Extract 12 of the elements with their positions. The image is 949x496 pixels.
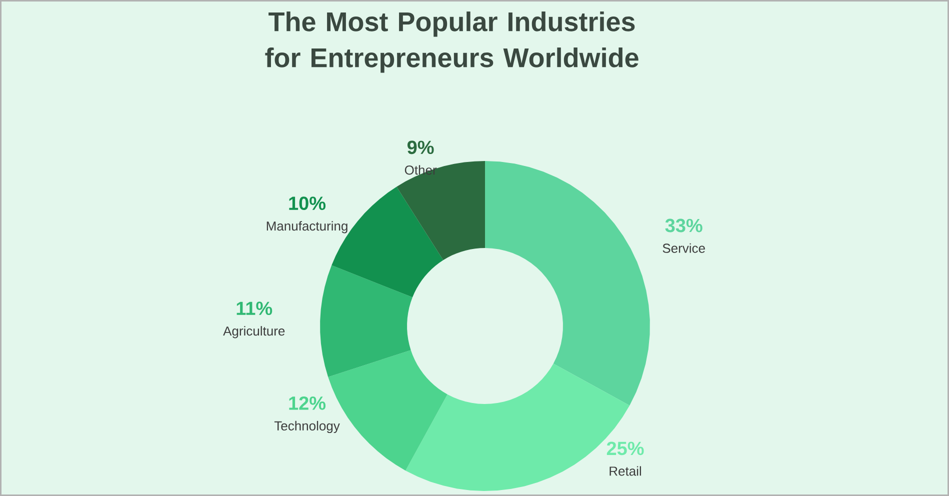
chart-title: The Most Popular Industries for Entrepreneurs Worldwide <box>265 12 638 73</box>
data-label: 33% <box>665 218 702 232</box>
slice-label: Retail <box>610 466 642 476</box>
data-label: 12% <box>289 396 326 410</box>
data-label: 9% <box>407 140 434 154</box>
slice-label: Technology <box>274 420 340 434</box>
slice-label: Agriculture <box>223 326 285 338</box>
data-label: 25% <box>606 442 644 456</box>
slice-label: Manufacturing <box>266 221 348 234</box>
data-label: 10% <box>289 196 326 210</box>
slice-label: Service <box>662 243 705 253</box>
data-label: 11% <box>236 302 272 316</box>
